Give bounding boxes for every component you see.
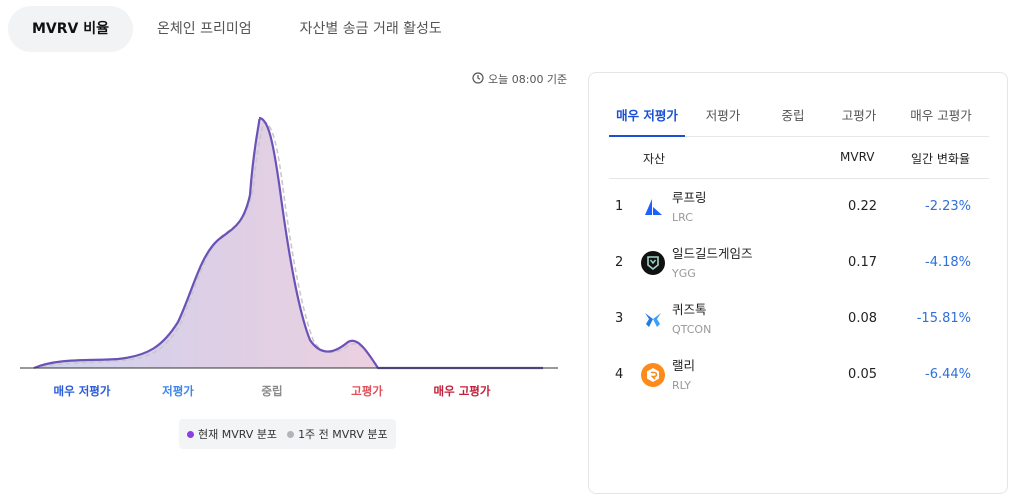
top-tabs: MVRV 비율 온체인 프리미엄 자산별 송금 거래 활성도 [8, 6, 466, 52]
panel-tab-neutral[interactable]: 중립 [781, 108, 805, 123]
table-row[interactable]: 1 루프링 LRC 0.22 -2.23% [609, 179, 989, 235]
panel-tab-very-overvalued[interactable]: 매우 고평가 [910, 108, 972, 123]
legend-current-dot [187, 430, 194, 438]
row-rank: 4 [615, 367, 624, 382]
table-row[interactable]: 4 랠리 RLY 0.05 -6.44% [609, 347, 989, 403]
legend-previous[interactable]: 1주 전 MVRV 분포 [287, 426, 388, 442]
asset-list-panel: 매우 저평가 저평가 중립 고평가 매우 고평가 자산 MVRV 일간 변화율 … [588, 72, 1008, 494]
legend-previous-label: 1주 전 MVRV 분포 [298, 428, 388, 441]
panel-tab-undervalued[interactable]: 저평가 [705, 108, 741, 123]
current-distribution-line [33, 116, 543, 370]
table-header: 자산 MVRV 일간 변화율 [609, 137, 989, 179]
chart-legend: 현재 MVRV 분포 1주 전 MVRV 분포 [179, 419, 396, 449]
rally-icon [641, 363, 665, 387]
asset-change: -6.44% [925, 367, 971, 382]
asset-symbol: RLY [672, 379, 692, 392]
legend-current[interactable]: 현재 MVRV 분포 [187, 426, 277, 442]
table-row[interactable]: 3 퀴즈톡 QTCON 0.08 -15.81% [609, 291, 989, 347]
asset-name: 퀴즈톡 [672, 302, 707, 317]
asset-symbol: QTCON [672, 323, 712, 336]
row-rank: 1 [615, 199, 624, 214]
panel-tab-very-undervalued[interactable]: 매우 저평가 [609, 99, 685, 137]
ygg-icon [641, 251, 665, 275]
axis-label-overvalued: 고평가 [351, 384, 383, 398]
header-asset: 자산 [643, 152, 666, 166]
row-rank: 3 [615, 311, 624, 326]
asset-change: -15.81% [916, 311, 971, 326]
asset-change: -4.18% [925, 255, 971, 270]
asset-mvrv: 0.08 [848, 311, 877, 326]
asset-mvrv: 0.22 [848, 199, 877, 214]
asset-name: 일드길드게임즈 [672, 246, 753, 261]
asset-mvrv: 0.05 [848, 367, 877, 382]
axis-label-neutral: 중립 [261, 384, 283, 398]
asset-symbol: YGG [672, 267, 696, 280]
tab-onchain-premium[interactable]: 온체인 프리미엄 [157, 21, 252, 37]
clock-icon [472, 71, 484, 87]
panel-tabs: 매우 저평가 저평가 중립 고평가 매우 고평가 [609, 99, 989, 137]
current-distribution-area [34, 118, 378, 368]
tab-transfer-activity[interactable]: 자산별 송금 거래 활성도 [299, 21, 442, 37]
timestamp-text: 오늘 08:00 기준 [488, 73, 568, 86]
header-daily-change[interactable]: 일간 변화율 [911, 152, 971, 166]
row-rank: 2 [615, 255, 624, 270]
timestamp: 오늘 08:00 기준 [472, 71, 567, 87]
axis-label-very-undervalued: 매우 저평가 [53, 384, 111, 398]
legend-current-label: 현재 MVRV 분포 [198, 428, 278, 441]
asset-mvrv: 0.17 [848, 255, 877, 270]
asset-name: 루프링 [672, 190, 707, 205]
loopring-icon [641, 195, 665, 219]
asset-change: -2.23% [925, 199, 971, 214]
quiztok-icon [641, 307, 665, 331]
panel-tab-overvalued[interactable]: 고평가 [841, 108, 877, 123]
mvrv-distribution-chart [18, 100, 560, 385]
legend-previous-dot [287, 430, 295, 438]
table-row[interactable]: 2 일드길드게임즈 YGG 0.17 -4.18% [609, 235, 989, 291]
asset-symbol: LRC [672, 211, 693, 224]
axis-label-very-overvalued: 매우 고평가 [433, 384, 491, 398]
axis-label-undervalued: 저평가 [162, 384, 194, 398]
tab-mvrv-ratio[interactable]: MVRV 비율 [8, 6, 134, 52]
asset-name: 랠리 [672, 358, 696, 373]
header-mvrv[interactable]: MVRV [840, 150, 875, 164]
